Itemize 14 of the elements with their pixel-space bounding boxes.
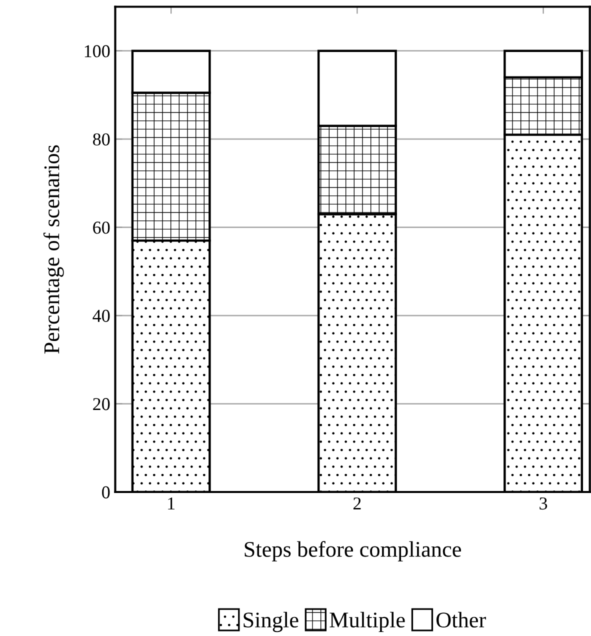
x-axis-title: Steps before compliance	[244, 541, 461, 562]
legend-label: Other	[436, 612, 486, 628]
legend-label: Multiple	[330, 612, 405, 632]
x-tick-label: 1	[168, 497, 175, 510]
legend-label: Single	[244, 612, 298, 632]
y-tick-label: 20	[93, 398, 110, 410]
y-tick-label: 0	[102, 486, 110, 498]
y-axis-title: Percentage of scenarios	[43, 145, 64, 354]
x-tick-label: 3	[540, 497, 548, 510]
y-tick-label: 80	[93, 133, 110, 146]
y-tick-label: 40	[92, 310, 110, 322]
x-tick-label: 2	[353, 497, 361, 510]
y-tick-label: 100	[84, 45, 110, 58]
y-tick-label: 60	[93, 222, 110, 234]
